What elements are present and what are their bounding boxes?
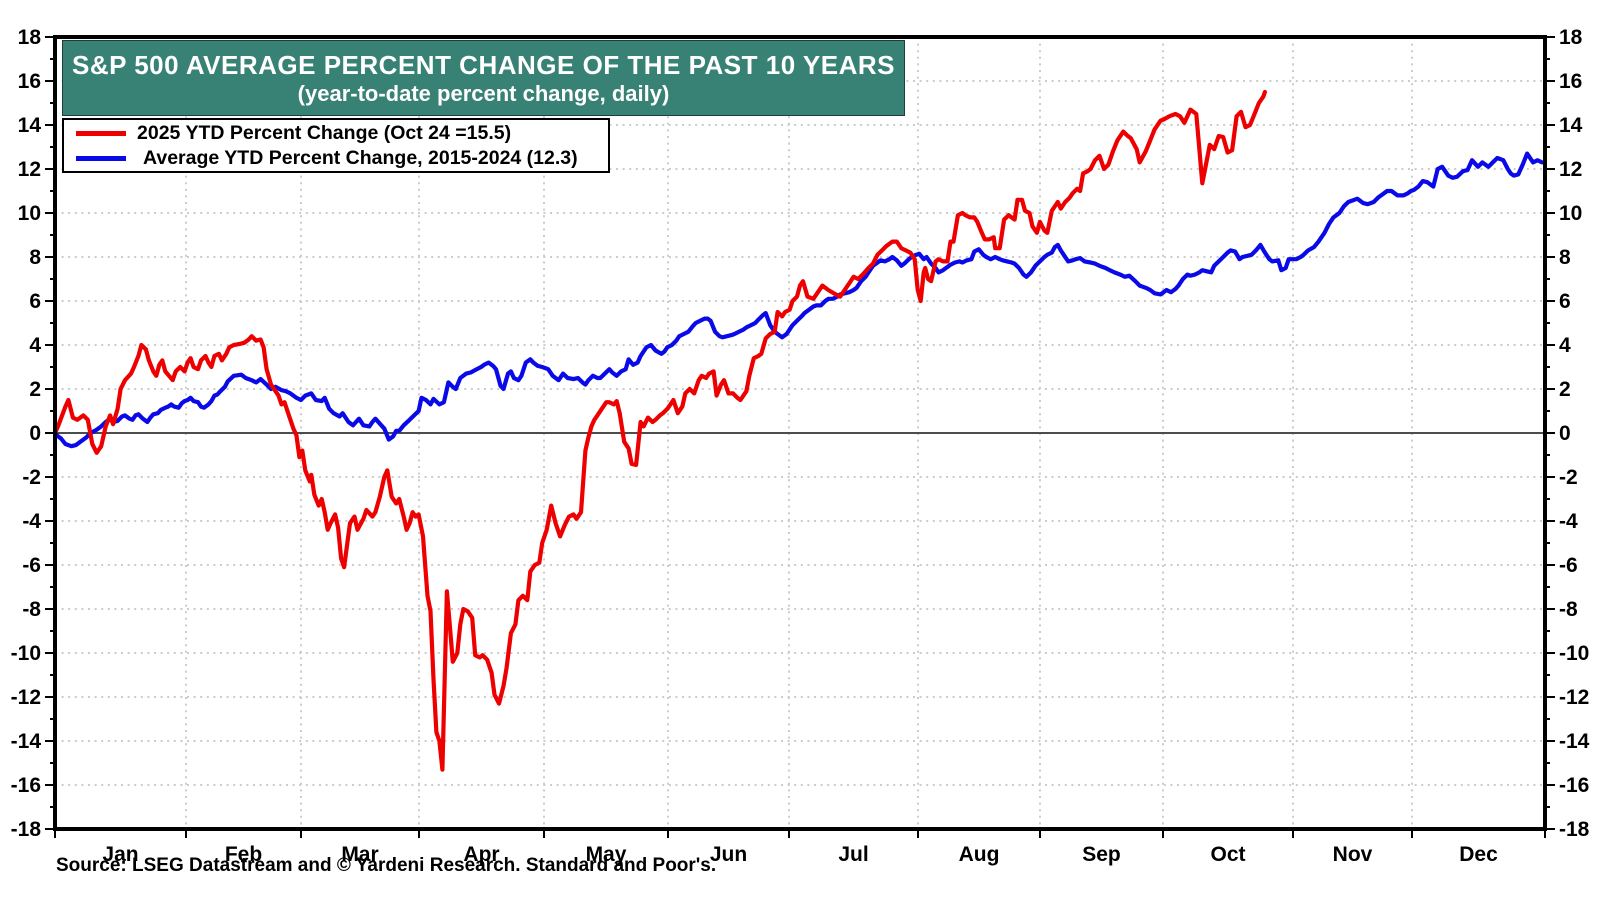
chart-title: S&P 500 AVERAGE PERCENT CHANGE OF THE PA… [71, 49, 896, 80]
y-tick-label-right: 0 [1559, 422, 1571, 445]
chart-subtitle: (year-to-date percent change, daily) [297, 81, 670, 107]
y-tick-label-right: -12 [1559, 686, 1589, 709]
y-tick-label-left: 18 [18, 26, 42, 49]
y-tick-label-right: -6 [1559, 554, 1578, 577]
y-tick-label-left: 8 [29, 246, 41, 269]
y-tick-label-left: 0 [29, 422, 41, 445]
y-tick-label-right: 6 [1559, 290, 1571, 313]
x-tick-label: Jul [838, 843, 868, 866]
y-tick-label-right: -16 [1559, 774, 1589, 797]
legend-item-2025: 2025 YTD Percent Change (Oct 24 =15.5) [76, 121, 608, 146]
y-tick-label-right: -2 [1559, 466, 1578, 489]
x-tick-label: Feb [225, 843, 262, 866]
x-tick-label: Nov [1333, 843, 1373, 866]
x-tick-label: Aug [959, 843, 1000, 866]
chart-title-banner: S&P 500 AVERAGE PERCENT CHANGE OF THE PA… [62, 40, 905, 116]
x-tick-label: May [586, 843, 627, 866]
x-tick-label: Dec [1459, 843, 1498, 866]
x-tick-label: Jun [710, 843, 747, 866]
y-tick-label-left: 4 [29, 334, 41, 357]
blue-line-swatch [76, 155, 126, 161]
y-tick-label-right: 12 [1559, 158, 1582, 181]
red-line-swatch [76, 130, 126, 136]
legend-item-average: Average YTD Percent Change, 2015-2024 (1… [76, 146, 608, 171]
y-tick-label-right: -14 [1559, 730, 1590, 753]
y-tick-label-right: -8 [1559, 598, 1578, 621]
y-tick-label-left: -8 [22, 598, 41, 621]
legend: 2025 YTD Percent Change (Oct 24 =15.5) A… [62, 118, 610, 173]
y-tick-label-left: -14 [11, 730, 42, 753]
x-tick-label: Apr [463, 843, 499, 866]
x-tick-label: Sep [1082, 843, 1121, 866]
y-tick-label-left: -6 [22, 554, 41, 577]
y-tick-label-right: 18 [1559, 26, 1583, 49]
y-tick-label-right: 4 [1559, 334, 1571, 357]
y-tick-label-right: -10 [1559, 642, 1589, 665]
y-tick-label-right: 16 [1559, 70, 1582, 93]
y-tick-label-left: 10 [18, 202, 41, 225]
series-2025-line [52, 89, 1268, 772]
y-tick-label-left: 12 [18, 158, 41, 181]
x-tick-label: Oct [1210, 843, 1245, 866]
x-tick-label: Mar [341, 843, 378, 866]
y-tick-label-right: -4 [1559, 510, 1578, 533]
y-tick-label-left: -18 [11, 818, 42, 841]
y-tick-label-right: 14 [1559, 114, 1583, 137]
y-tick-label-left: -2 [22, 466, 41, 489]
y-tick-label-right: 2 [1559, 378, 1571, 401]
y-tick-label-left: -16 [11, 774, 41, 797]
y-tick-label-left: -12 [11, 686, 41, 709]
y-tick-label-left: -10 [11, 642, 41, 665]
y-tick-label-right: 10 [1559, 202, 1582, 225]
y-tick-label-left: -4 [22, 510, 41, 533]
y-tick-label-left: 14 [18, 114, 42, 137]
x-tick-label: Jan [102, 843, 138, 866]
series-average-line [52, 151, 1545, 449]
legend-label-average: Average YTD Percent Change, 2015-2024 (1… [143, 146, 578, 169]
legend-label-2025: 2025 YTD Percent Change (Oct 24 =15.5) [137, 121, 512, 144]
y-tick-label-left: 16 [18, 70, 41, 93]
y-tick-label-right: 8 [1559, 246, 1571, 269]
y-tick-label-right: -18 [1559, 818, 1590, 841]
y-tick-label-left: 6 [29, 290, 41, 313]
y-tick-label-left: 2 [29, 378, 41, 401]
source-note: Source: LSEG Datastream and © Yardeni Re… [56, 855, 717, 876]
